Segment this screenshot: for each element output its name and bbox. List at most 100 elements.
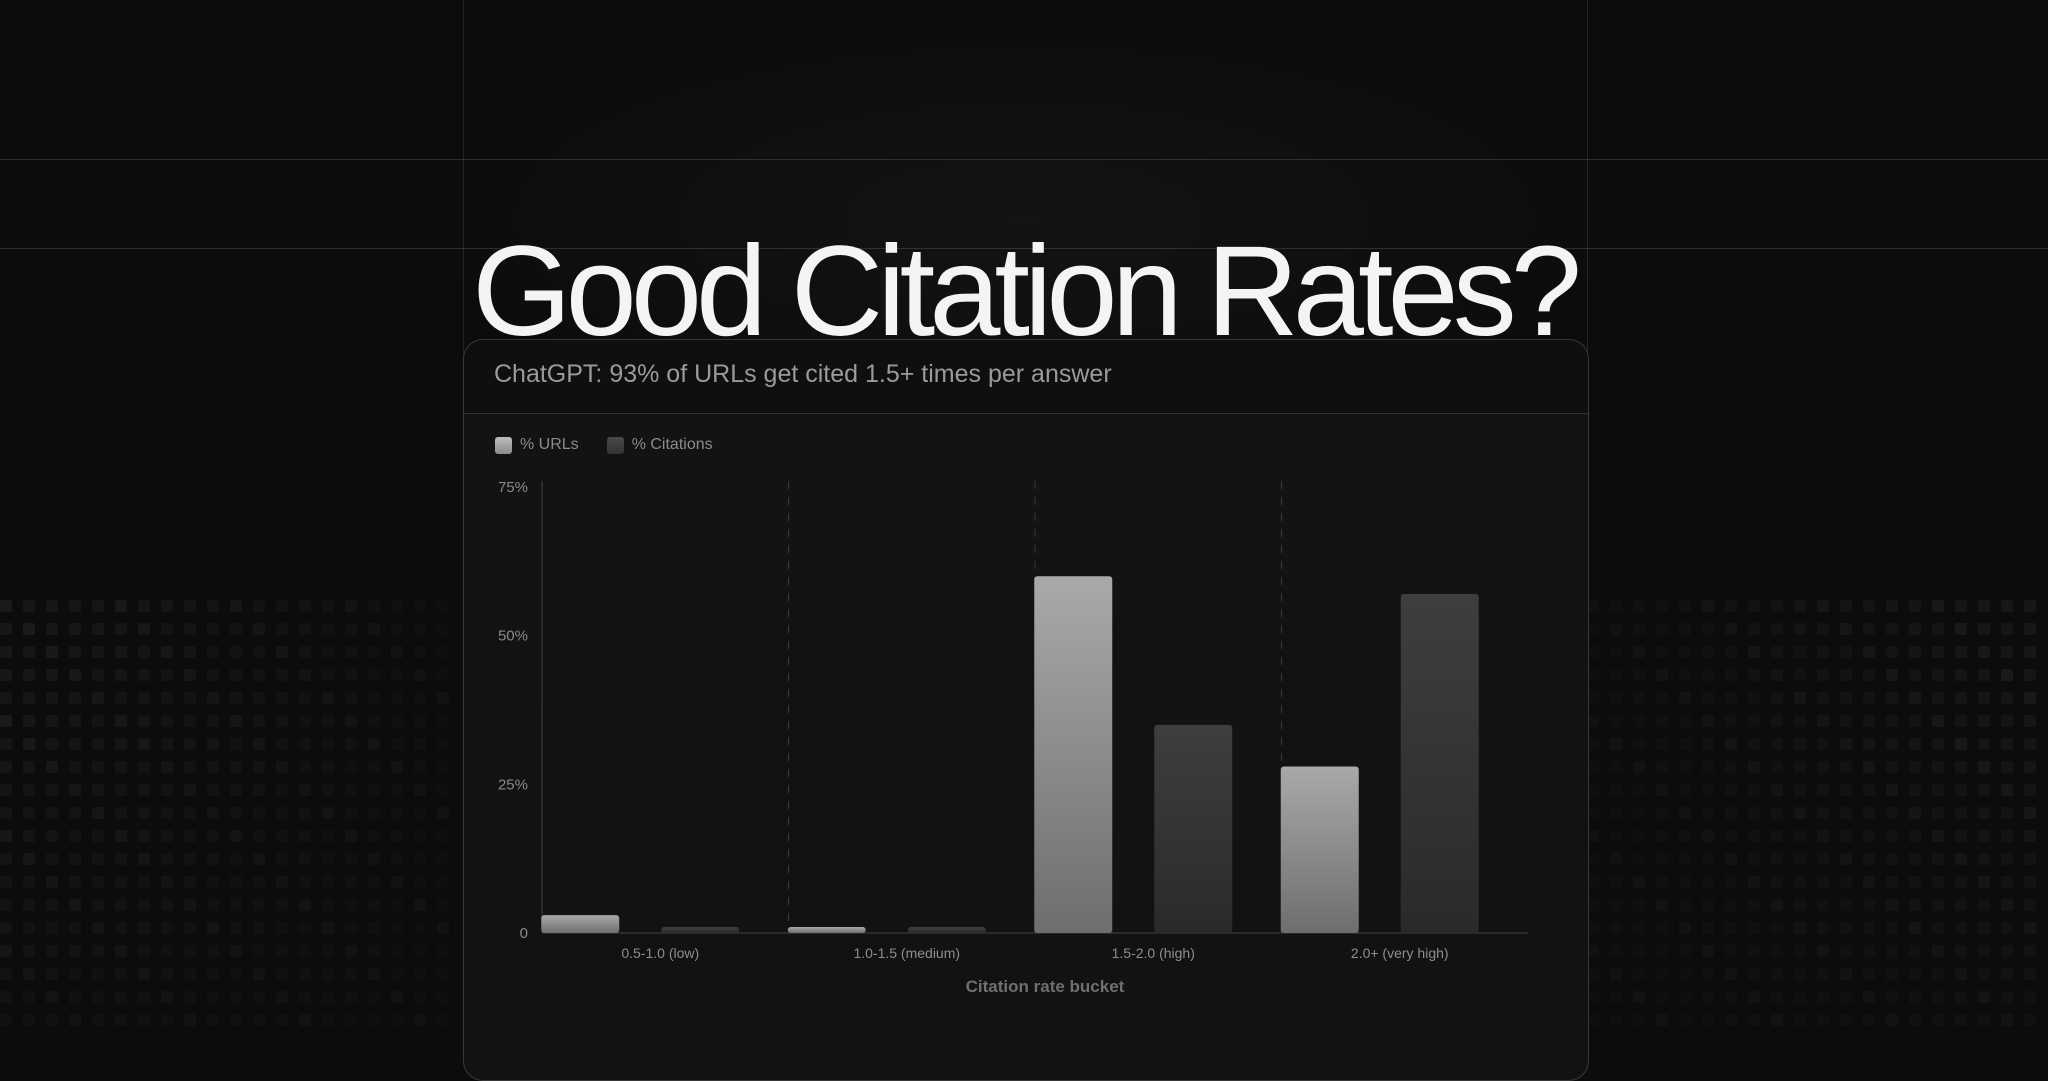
pixel-square [1955, 1014, 1967, 1026]
guide-line-top [0, 159, 2048, 160]
pixel-square [1633, 1014, 1645, 1026]
pixel-square [368, 968, 380, 980]
pixel-square [253, 600, 265, 612]
pixel-square [368, 669, 380, 681]
pixel-square [230, 968, 242, 980]
pixel-square [184, 784, 196, 796]
x-category-label: 1.5-2.0 (high) [1112, 945, 1195, 961]
pixel-square [92, 738, 104, 750]
pixel-square [322, 876, 334, 888]
pixel-square [23, 991, 35, 1003]
pixel-square [345, 876, 357, 888]
pixel-square [161, 876, 173, 888]
pixel-square [1771, 646, 1783, 658]
pixel-square [69, 646, 81, 658]
pixel-square [230, 715, 242, 727]
pixel-square [276, 715, 288, 727]
pixel-square [46, 738, 58, 750]
pixel-square [1886, 968, 1898, 980]
pixel-square [2024, 669, 2036, 681]
pixel-square [1932, 646, 1944, 658]
pixel-square [345, 991, 357, 1003]
pixel-square [1886, 715, 1898, 727]
pixel-square [1978, 784, 1990, 796]
pixel-square [184, 623, 196, 635]
pixel-square [276, 899, 288, 911]
pixel-square [69, 738, 81, 750]
pixel-square [1909, 669, 1921, 681]
pixel-square [230, 761, 242, 773]
pixel-square [1978, 738, 1990, 750]
pixel-square [1633, 784, 1645, 796]
pixel-square [437, 692, 449, 704]
pixel-square [138, 738, 150, 750]
pixel-square [46, 876, 58, 888]
pixel-square [1702, 715, 1714, 727]
pixel-square [1886, 945, 1898, 957]
pixel-square [69, 1014, 81, 1026]
pixel-square [46, 991, 58, 1003]
pixel-square [414, 830, 426, 842]
pixel-square [138, 899, 150, 911]
card-header: ChatGPT: 93% of URLs get cited 1.5+ time… [464, 340, 1588, 414]
pixel-square [345, 968, 357, 980]
pixel-square [299, 669, 311, 681]
pixel-square [1978, 807, 1990, 819]
pixel-square [253, 968, 265, 980]
pixel-square [1794, 876, 1806, 888]
pixel-square [1656, 1014, 1668, 1026]
pixel-square [1932, 1014, 1944, 1026]
pixel-square [345, 738, 357, 750]
pixel-square [161, 784, 173, 796]
pixel-square [1978, 692, 1990, 704]
pixel-square [46, 807, 58, 819]
pixel-square [207, 669, 219, 681]
pixel-square [391, 715, 403, 727]
pixel-square [0, 807, 12, 819]
pixel-square [1771, 922, 1783, 934]
pixel-square [2001, 761, 2013, 773]
pixel-square [1863, 945, 1875, 957]
pixel-square [414, 853, 426, 865]
pixel-square [2001, 807, 2013, 819]
pixel-square [1610, 692, 1622, 704]
pixel-square [1794, 1014, 1806, 1026]
pixel-square [1656, 715, 1668, 727]
pixel-square [115, 945, 127, 957]
pixel-square [253, 853, 265, 865]
pixel-square [2001, 968, 2013, 980]
pixel-square [1702, 899, 1714, 911]
card-title: ChatGPT: 93% of URLs get cited 1.5+ time… [494, 360, 1112, 388]
pixel-square [2024, 761, 2036, 773]
pixel-square [0, 1014, 12, 1026]
pixel-square [207, 899, 219, 911]
pixel-square [1794, 600, 1806, 612]
pixel-square [276, 784, 288, 796]
pixel-square [92, 669, 104, 681]
pixel-square [345, 715, 357, 727]
pixel-square [414, 761, 426, 773]
pixel-square [1633, 876, 1645, 888]
pixel-square [253, 784, 265, 796]
pixel-square [1771, 807, 1783, 819]
pixel-square [276, 738, 288, 750]
pixel-square [0, 922, 12, 934]
pixel-square [1702, 945, 1714, 957]
pixel-square [138, 968, 150, 980]
pixel-square [1725, 830, 1737, 842]
pixel-square [1840, 899, 1852, 911]
pixel-square [46, 784, 58, 796]
pixel-square [1702, 738, 1714, 750]
pixel-square [1610, 991, 1622, 1003]
pixel-square [1932, 738, 1944, 750]
pixel-square [1633, 853, 1645, 865]
pixel-square [1817, 600, 1829, 612]
pixel-square [437, 669, 449, 681]
pixel-square [1748, 600, 1760, 612]
bar-urls [541, 915, 620, 933]
pixel-square [276, 761, 288, 773]
pixel-square [1610, 830, 1622, 842]
pixel-square [115, 876, 127, 888]
pixel-square [1610, 715, 1622, 727]
pixel-square [299, 623, 311, 635]
